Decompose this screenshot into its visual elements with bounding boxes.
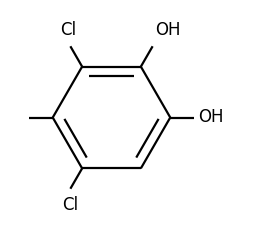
- Text: OH: OH: [155, 21, 180, 39]
- Text: Cl: Cl: [62, 196, 79, 214]
- Text: Cl: Cl: [60, 21, 76, 39]
- Text: OH: OH: [198, 109, 224, 126]
